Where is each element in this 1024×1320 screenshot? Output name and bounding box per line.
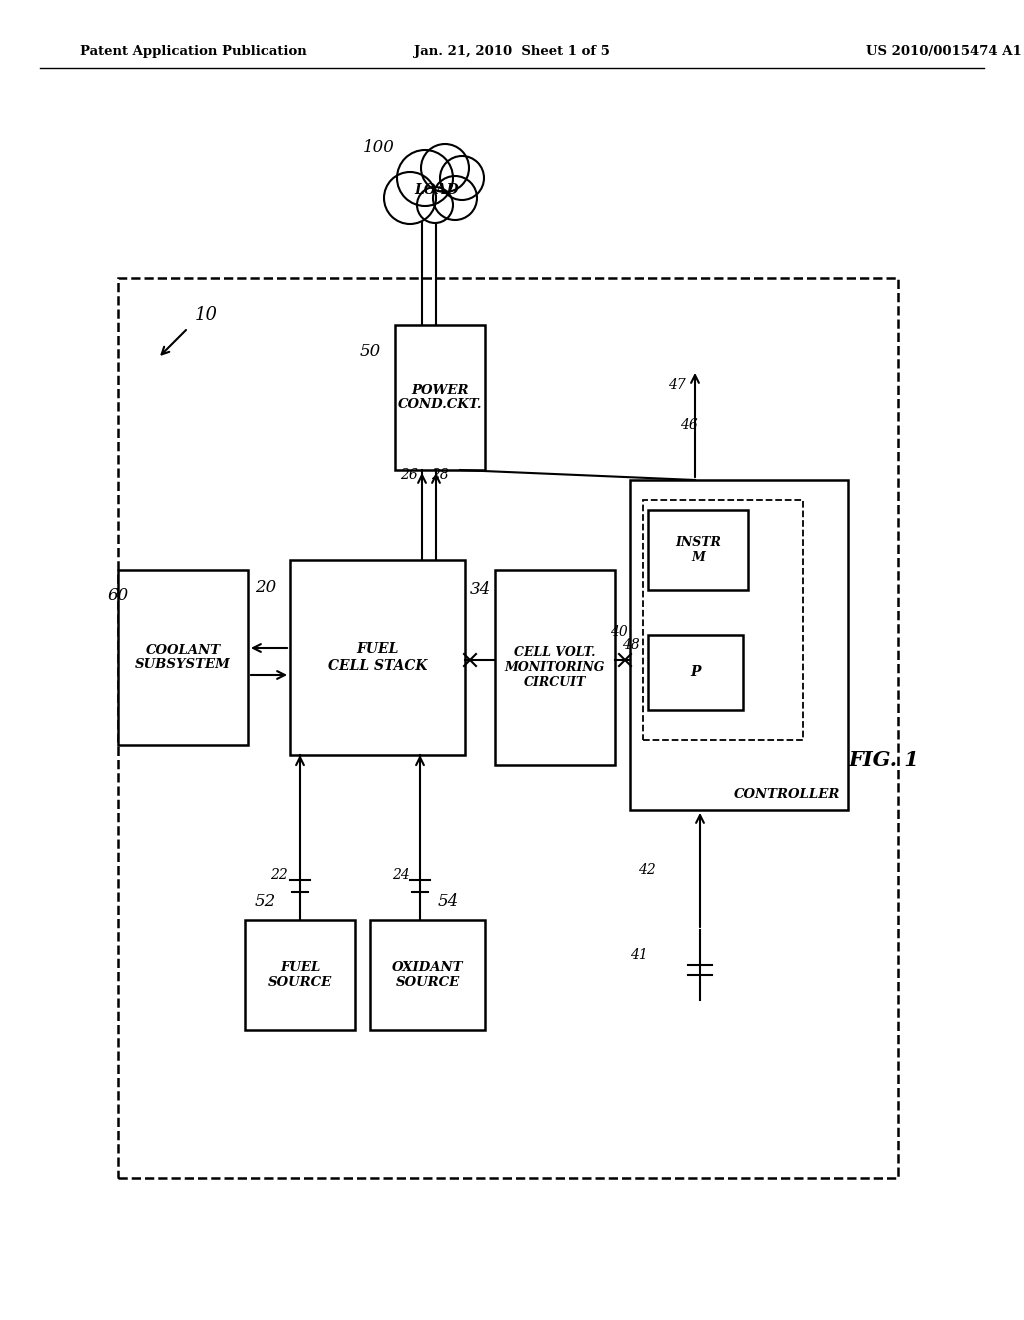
Text: 48: 48: [622, 638, 640, 652]
Text: CELL VOLT.
MONITORING
CIRCUIT: CELL VOLT. MONITORING CIRCUIT: [505, 645, 605, 689]
Bar: [245, 920, 355, 1030]
Text: 54: 54: [438, 894, 459, 911]
Text: 26: 26: [400, 469, 418, 482]
Text: 22: 22: [270, 869, 288, 882]
Text: 52: 52: [255, 894, 276, 911]
Text: 46: 46: [680, 418, 697, 432]
Bar: [643, 500, 803, 741]
Circle shape: [397, 150, 453, 206]
Bar: [648, 510, 748, 590]
Bar: [395, 325, 485, 470]
Text: 47: 47: [668, 378, 686, 392]
Text: INSTR
M: INSTR M: [675, 536, 721, 564]
Text: P: P: [690, 665, 700, 680]
Text: LOAD: LOAD: [415, 183, 460, 197]
Text: POWER
COND.CKT.: POWER COND.CKT.: [397, 384, 482, 412]
Text: 40: 40: [610, 624, 628, 639]
Text: FUEL
SOURCE: FUEL SOURCE: [268, 961, 332, 989]
Circle shape: [433, 176, 477, 220]
Text: FIG. 1: FIG. 1: [848, 750, 919, 770]
Bar: [648, 635, 743, 710]
Text: Patent Application Publication: Patent Application Publication: [80, 45, 307, 58]
Text: 20: 20: [255, 579, 276, 597]
Text: 24: 24: [392, 869, 410, 882]
Text: 34: 34: [470, 582, 492, 598]
Text: COOLANT
SUBSYSTEM: COOLANT SUBSYSTEM: [135, 644, 230, 672]
Bar: [118, 570, 248, 744]
Bar: [370, 920, 485, 1030]
Text: 28: 28: [431, 469, 449, 482]
Text: Jan. 21, 2010  Sheet 1 of 5: Jan. 21, 2010 Sheet 1 of 5: [414, 45, 610, 58]
Circle shape: [440, 156, 484, 201]
Text: FUEL
CELL STACK: FUEL CELL STACK: [328, 643, 427, 673]
Text: 42: 42: [638, 863, 655, 876]
Text: CONTROLLER: CONTROLLER: [733, 788, 840, 801]
Circle shape: [384, 172, 436, 224]
Circle shape: [421, 144, 469, 191]
Bar: [495, 570, 615, 766]
Text: 100: 100: [362, 140, 395, 157]
Circle shape: [417, 187, 453, 223]
Text: 60: 60: [108, 587, 129, 605]
Bar: [630, 480, 848, 810]
Text: OXIDANT
SOURCE: OXIDANT SOURCE: [392, 961, 463, 989]
Bar: [290, 560, 465, 755]
Text: 10: 10: [195, 306, 218, 323]
Text: 50: 50: [360, 343, 381, 360]
Text: US 2010/0015474 A1: US 2010/0015474 A1: [866, 45, 1022, 58]
Text: 41: 41: [630, 948, 648, 962]
Bar: [118, 279, 898, 1177]
